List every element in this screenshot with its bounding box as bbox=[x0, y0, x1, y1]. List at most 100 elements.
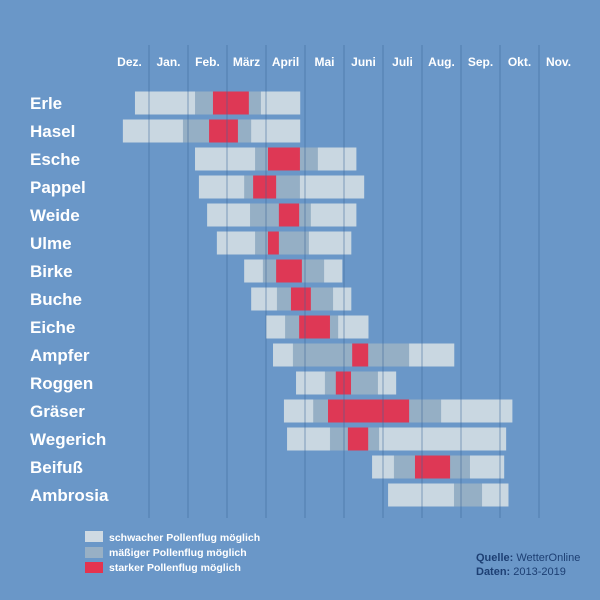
plant-label: Erle bbox=[30, 94, 62, 113]
pollen-segment-moderate bbox=[195, 91, 214, 115]
legend-label-light: schwacher Pollenflug möglich bbox=[109, 532, 260, 544]
pollen-segment-strong bbox=[212, 91, 250, 115]
pollen-segment-light bbox=[317, 147, 357, 171]
pollen-segment-light bbox=[409, 343, 455, 367]
plant-label: Eiche bbox=[30, 318, 75, 337]
pollen-segment-moderate bbox=[262, 259, 277, 283]
plant-label: Pappel bbox=[30, 178, 86, 197]
pollen-segment-light bbox=[244, 259, 264, 283]
pollen-segment-moderate bbox=[244, 175, 254, 199]
pollen-segment-strong bbox=[267, 147, 301, 171]
pollen-segment-moderate bbox=[409, 399, 442, 423]
plant-label: Ulme bbox=[30, 234, 72, 253]
legend-swatch-moderate bbox=[85, 547, 103, 558]
pollen-segment-light bbox=[296, 371, 326, 395]
pollen-segment-strong bbox=[299, 315, 331, 339]
pollen-segment-moderate bbox=[368, 427, 380, 451]
month-label: Aug. bbox=[428, 55, 455, 69]
pollen-segment-light bbox=[482, 483, 509, 507]
pollen-segment-moderate bbox=[278, 231, 310, 255]
pollen-segment-light bbox=[287, 427, 331, 451]
pollen-segment-light bbox=[273, 343, 294, 367]
pollen-segment-light bbox=[134, 91, 196, 115]
svg-text:Quelle: WetterOnline: Quelle: WetterOnline bbox=[476, 552, 580, 564]
pollen-segment-strong bbox=[278, 203, 300, 227]
pollen-segment-light bbox=[207, 203, 251, 227]
pollen-segment-strong bbox=[352, 343, 369, 367]
pollen-segment-strong bbox=[414, 455, 451, 479]
pollen-segment-light bbox=[299, 175, 365, 199]
pollen-segment-moderate bbox=[453, 483, 483, 507]
month-label: Feb. bbox=[195, 55, 220, 69]
pollen-segment-light bbox=[122, 119, 184, 143]
data-period-value: 2013-2019 bbox=[513, 566, 566, 578]
pollen-segment-moderate bbox=[237, 119, 252, 143]
plant-label: Ampfer bbox=[30, 346, 90, 365]
pollen-segment-light bbox=[469, 455, 505, 479]
pollen-segment-moderate bbox=[301, 259, 325, 283]
pollen-segment-light bbox=[216, 231, 256, 255]
pollen-segment-moderate bbox=[310, 287, 334, 311]
pollen-segment-moderate bbox=[299, 147, 319, 171]
pollen-segment-moderate bbox=[248, 91, 262, 115]
pollen-segment-moderate bbox=[276, 287, 292, 311]
pollen-segment-light bbox=[441, 399, 513, 423]
pollen-segment-light bbox=[283, 399, 314, 423]
plant-label: Buche bbox=[30, 290, 82, 309]
pollen-segment-light bbox=[333, 287, 352, 311]
plant-label: Weide bbox=[30, 206, 80, 225]
pollen-segment-moderate bbox=[324, 371, 337, 395]
pollen-segment-strong bbox=[267, 231, 280, 255]
pollen-segment-light bbox=[260, 91, 301, 115]
legend-swatch-strong bbox=[85, 562, 103, 573]
pollen-segment-moderate bbox=[393, 455, 416, 479]
pollen-segment-light bbox=[266, 315, 286, 339]
pollen-segment-light bbox=[338, 315, 369, 339]
svg-text:Daten: 2013-2019: Daten: 2013-2019 bbox=[476, 566, 566, 578]
pollen-segment-light bbox=[251, 119, 301, 143]
pollen-segment-strong bbox=[328, 399, 410, 423]
plant-label: Wegerich bbox=[30, 430, 106, 449]
month-label: Nov. bbox=[546, 55, 571, 69]
grid-lines bbox=[148, 45, 540, 518]
pollen-segment-moderate bbox=[255, 231, 269, 255]
plant-label: Gräser bbox=[30, 402, 85, 421]
plant-label: Ambrosia bbox=[30, 486, 109, 505]
pollen-segment-light bbox=[198, 175, 245, 199]
plant-label: Hasel bbox=[30, 122, 75, 141]
pollen-segment-moderate bbox=[255, 147, 269, 171]
pollen-segment-moderate bbox=[329, 315, 339, 339]
pollen-segment-light bbox=[324, 259, 343, 283]
month-label: Mai bbox=[314, 55, 334, 69]
month-label: April bbox=[272, 55, 299, 69]
pollen-segment-moderate bbox=[329, 427, 349, 451]
pollen-segment-moderate bbox=[285, 315, 300, 339]
legend-label-strong: starker Pollenflug möglich bbox=[109, 562, 241, 574]
pollen-segment-moderate bbox=[292, 343, 353, 367]
pollen-segment-moderate bbox=[250, 203, 280, 227]
pollen-segment-strong bbox=[209, 119, 239, 143]
pollen-segment-moderate bbox=[313, 399, 329, 423]
legend: schwacher Pollenflug möglich mäßiger Pol… bbox=[85, 531, 260, 574]
pollen-segment-strong bbox=[276, 259, 303, 283]
pollen-segment-light bbox=[308, 231, 352, 255]
pollen-segment-light bbox=[251, 287, 278, 311]
month-label: Juli bbox=[392, 55, 413, 69]
plant-label: Roggen bbox=[30, 374, 93, 393]
pollen-segment-light bbox=[379, 427, 507, 451]
month-labels: Dez. Jan. Feb. März April Mai Juni Juli Aug. Sep.… bbox=[117, 55, 571, 69]
pollen-segment-moderate bbox=[368, 343, 410, 367]
source-value: WetterOnline bbox=[516, 552, 580, 564]
plant-label: Esche bbox=[30, 150, 80, 169]
month-label: März bbox=[233, 55, 260, 69]
legend-label-moderate: mäßiger Pollenflug möglich bbox=[109, 547, 247, 559]
month-label: Juni bbox=[351, 55, 376, 69]
pollen-segment-light bbox=[388, 483, 455, 507]
plant-label: Beifuß bbox=[30, 458, 83, 477]
plant-labels: Erle Hasel Esche Pappel Weide Ulme Birke Buche E… bbox=[30, 94, 109, 505]
pollen-segment-moderate bbox=[450, 455, 471, 479]
pollen-segment-moderate bbox=[276, 175, 301, 199]
pollen-segment-light bbox=[377, 371, 397, 395]
month-label: Sep. bbox=[468, 55, 493, 69]
